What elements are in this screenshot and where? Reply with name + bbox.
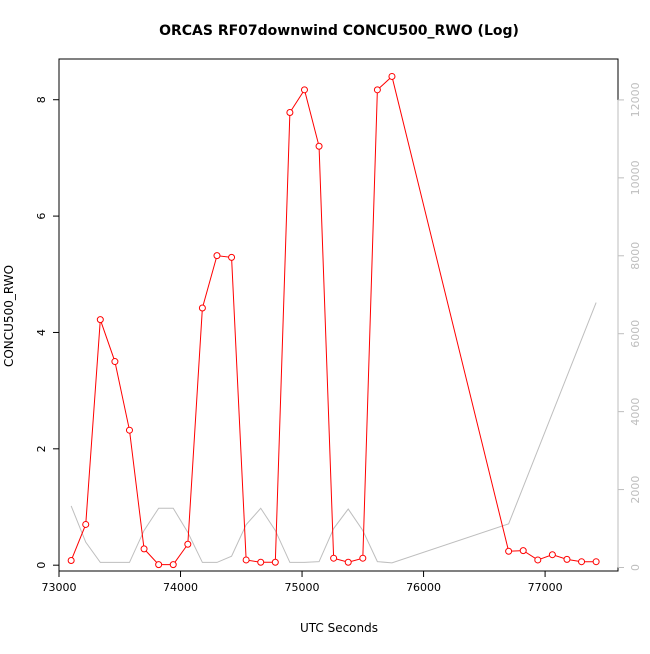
data-point (534, 556, 542, 564)
data-point (373, 86, 381, 94)
y-tick-label: 4 (35, 329, 48, 336)
series-line-secondary (70, 302, 597, 564)
y2-tick-label: 4000 (629, 398, 642, 426)
data-point (67, 557, 75, 565)
y-tick-label: 0 (35, 562, 48, 569)
chart-title: ORCAS RF07downwind CONCU500_RWO (Log) (159, 23, 519, 39)
x-tick-label: 74000 (163, 581, 198, 594)
data-point (155, 561, 163, 569)
data-point (242, 556, 250, 564)
data-point (198, 304, 206, 312)
x-tick-label: 73000 (42, 581, 77, 594)
y2-tick-label: 12000 (629, 82, 642, 117)
y-tick-label: 8 (35, 96, 48, 103)
y-tick-label: 6 (35, 213, 48, 220)
data-point (96, 316, 104, 324)
data-point (213, 252, 221, 260)
y-axis-label: CONCU500_RWO (2, 265, 16, 367)
data-point (140, 545, 148, 553)
series-layer (67, 72, 600, 569)
data-point (315, 142, 323, 150)
data-point (592, 558, 600, 566)
data-point (228, 253, 236, 261)
y2-tick-label: 10000 (629, 160, 642, 195)
data-point (578, 558, 586, 566)
data-point (563, 555, 571, 563)
x-tick-label: 75000 (285, 581, 320, 594)
data-point (271, 558, 279, 566)
y-axis-right: 0 2000 4000 6000 8000 10000 12000 (617, 82, 642, 571)
data-point (169, 561, 177, 569)
x-axis: 73000 74000 75000 76000 77000 (42, 570, 563, 594)
data-point (125, 426, 133, 434)
data-point (505, 547, 513, 555)
data-point (330, 554, 338, 562)
x-tick-label: 76000 (406, 581, 441, 594)
y2-tick-label: 0 (629, 564, 642, 571)
data-point (111, 358, 119, 366)
x-tick-label: 77000 (528, 581, 563, 594)
x-axis-label: UTC Seconds (300, 621, 378, 635)
y-axis-left: 0 2 4 6 8 (35, 96, 60, 569)
data-point (300, 86, 308, 94)
data-point (359, 554, 367, 562)
data-point (344, 558, 352, 566)
data-point (257, 558, 265, 566)
y2-tick-label: 8000 (629, 242, 642, 270)
data-point (548, 551, 556, 559)
y2-tick-label: 2000 (629, 476, 642, 504)
data-point (184, 540, 192, 548)
data-point (388, 72, 396, 80)
data-point (82, 520, 90, 528)
y-tick-label: 2 (35, 445, 48, 452)
data-point (286, 109, 294, 117)
data-point (519, 547, 527, 555)
y2-tick-label: 6000 (629, 320, 642, 348)
